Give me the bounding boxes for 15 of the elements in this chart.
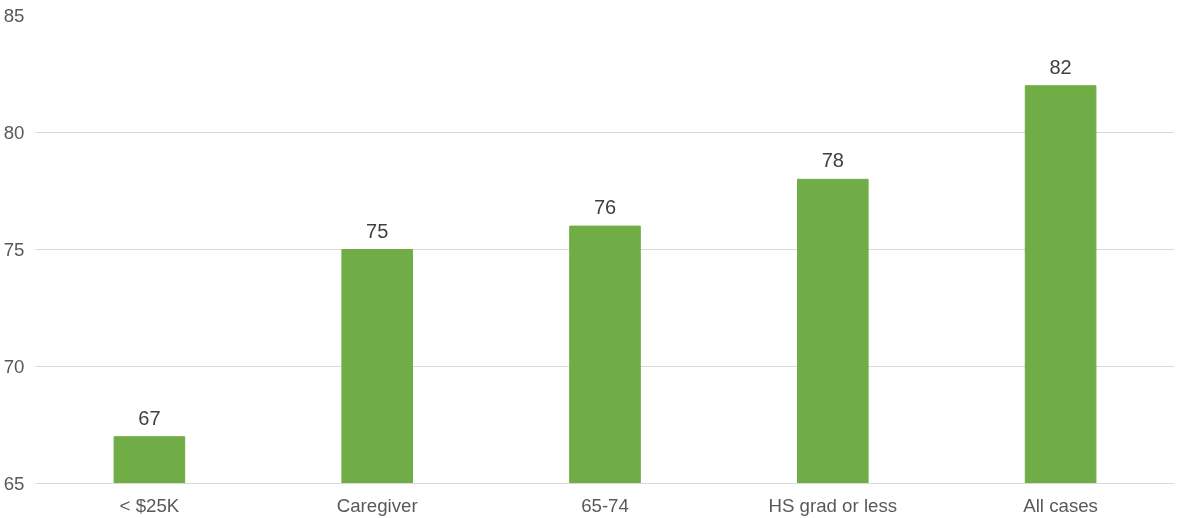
data-label: 82 xyxy=(1049,55,1072,78)
data-label: 67 xyxy=(138,406,161,429)
x-tick-label: HS grad or less xyxy=(768,494,898,516)
y-tick-label: 75 xyxy=(3,239,25,260)
data-label: 75 xyxy=(366,219,389,242)
y-tick-label: 70 xyxy=(3,356,25,377)
y-tick-label: 80 xyxy=(3,122,25,143)
x-tick-label: All cases xyxy=(1023,494,1098,516)
x-tick-label: 65-74 xyxy=(581,494,629,516)
x-tick-label: < $25K xyxy=(119,494,180,516)
y-tick-label: 65 xyxy=(3,473,25,494)
x-tick-label: Caregiver xyxy=(336,494,418,516)
data-label: 76 xyxy=(593,196,617,219)
data-label: 78 xyxy=(821,149,844,172)
y-tick-label: 85 xyxy=(3,5,25,26)
